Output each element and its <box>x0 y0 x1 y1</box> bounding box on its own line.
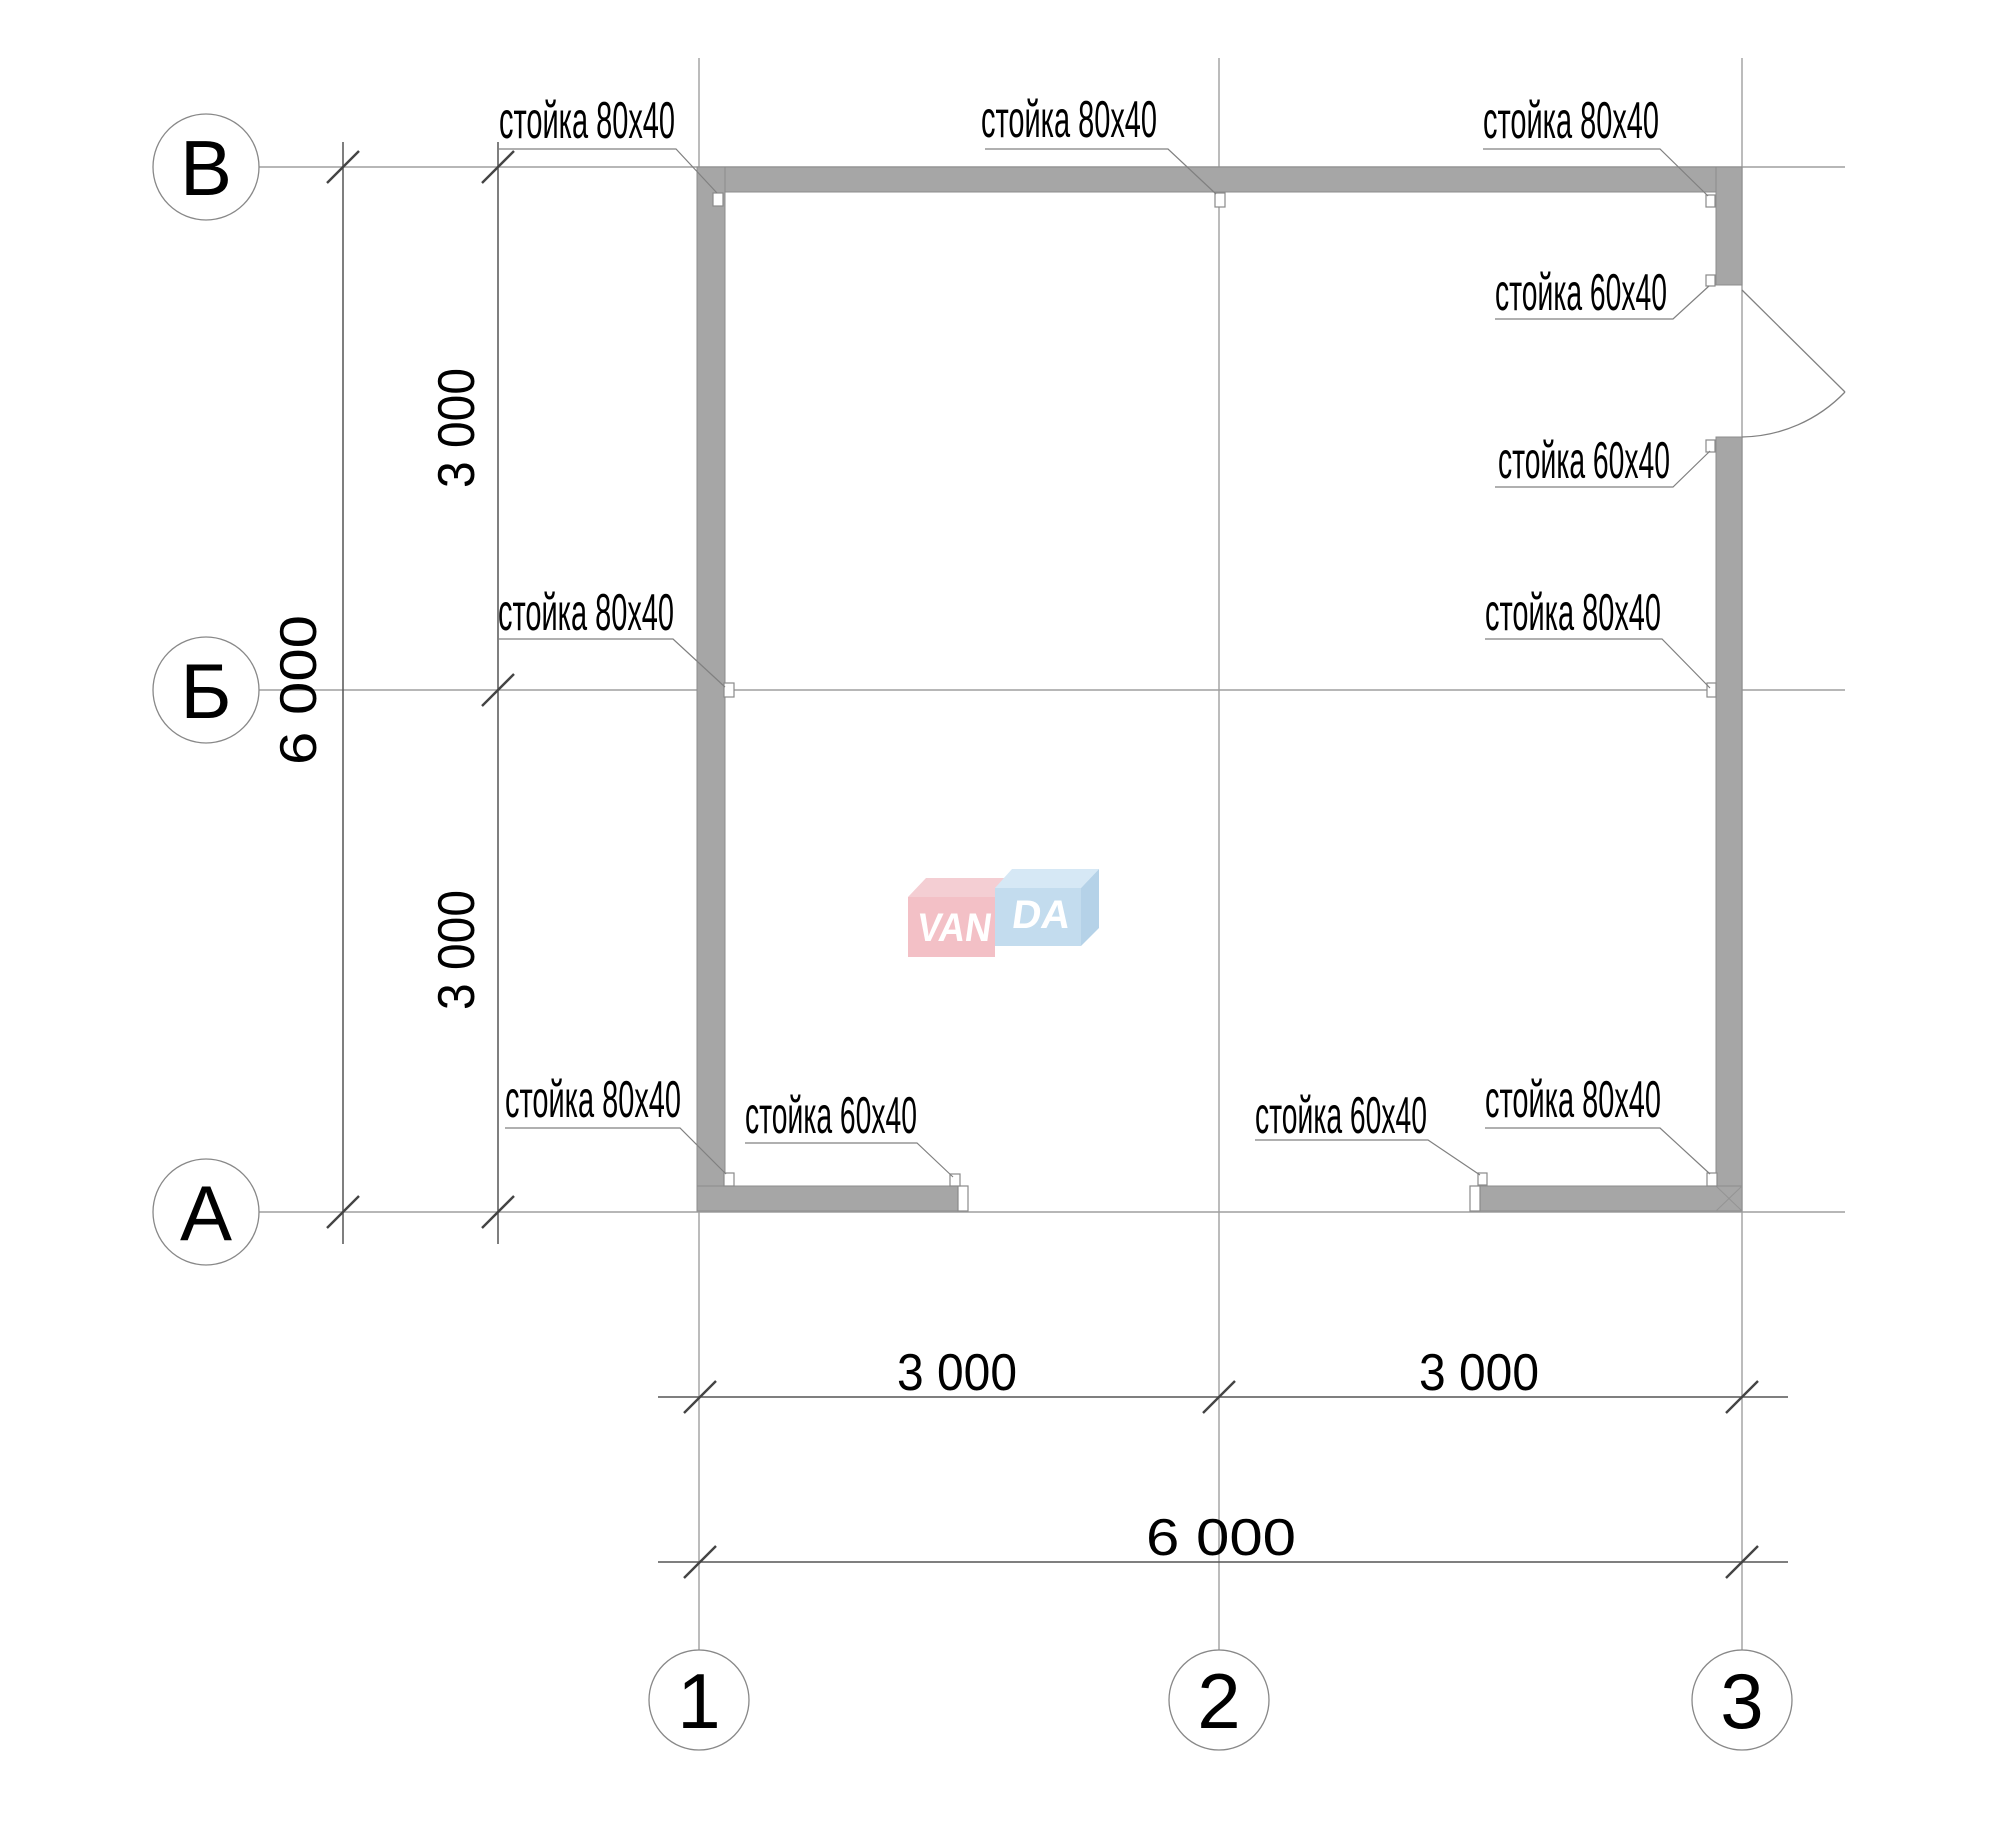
dim-text-bottom-span-2: 3 000 <box>1419 1344 1539 1402</box>
wall-bottom-left <box>696 1185 959 1212</box>
leader-top-center <box>985 148 1217 195</box>
leader-door-bottom <box>1495 450 1711 488</box>
door-symbol <box>1741 289 1846 438</box>
logo-text-van: VAN <box>914 905 994 950</box>
leader-bottom-opening-right <box>1255 1139 1481 1176</box>
stud-label: стойка 60х40 <box>745 1087 917 1145</box>
wall-left <box>696 166 726 1212</box>
stud-label: стойка 60х40 <box>1495 264 1667 322</box>
axis-label-col-2: 2 <box>1197 1657 1240 1745</box>
axis-bubble-col-3 <box>1691 1649 1793 1751</box>
stud-label: стойка 60х40 <box>1498 432 1670 490</box>
leader-bottom-corner-left <box>505 1127 727 1175</box>
door-leaf <box>1741 289 1846 393</box>
axis-label-row-v: В <box>180 124 232 212</box>
stud-top-grid3 <box>1705 194 1716 208</box>
stud-top-grid2 <box>1214 192 1226 208</box>
dim-text-left-span-2: 3 000 <box>428 890 486 1010</box>
logo-text-da: DA <box>1009 892 1073 937</box>
dimension-texts: 3 000 3 000 6 000 3 000 3 000 6 000 <box>270 368 1539 1567</box>
vanda-watermark: VAN DA <box>908 869 1099 957</box>
dimension-ticks <box>326 150 1759 1579</box>
stud-label: стойка 80х40 <box>505 1071 681 1129</box>
stud-strip-opening-left <box>957 1185 969 1212</box>
wall-corner-miters <box>1715 1185 1743 1212</box>
dim-text-bottom-total: 6 000 <box>1146 1509 1296 1567</box>
stud-label-texts: стойка 80х40 стойка 80х40 стойка 80х40 с… <box>498 91 1670 1145</box>
dim-text-left-total: 6 000 <box>270 615 328 765</box>
axis-bubble-row-v <box>152 113 260 221</box>
dimension-lines <box>342 142 1788 1563</box>
axis-bubble-col-2 <box>1168 1649 1270 1751</box>
stud-label: стойка 80х40 <box>499 92 675 150</box>
wall-bottom-right <box>1479 1185 1743 1212</box>
logo-pink-box <box>908 897 995 957</box>
logo-blue-side <box>1081 869 1099 946</box>
wall-top <box>696 166 1743 193</box>
stud-nub-opening-right <box>1477 1172 1488 1186</box>
wall-right-lower <box>1715 436 1743 1212</box>
leader-mid-right <box>1485 638 1711 689</box>
axis-label-col-3: 3 <box>1720 1657 1763 1745</box>
leader-mid-left <box>498 638 726 688</box>
leader-top-right <box>1483 148 1709 197</box>
stud-top-grid1 <box>712 192 724 207</box>
stud-nub-opening-left <box>949 1173 961 1187</box>
stud-strip-opening-right <box>1469 1185 1481 1212</box>
stud-label: стойка 80х40 <box>1485 584 1661 642</box>
leader-bottom-corner-right <box>1485 1127 1711 1175</box>
axis-bubbles <box>152 113 1793 1751</box>
logo-blue-box <box>995 888 1081 946</box>
dim-text-left-span-1: 3 000 <box>428 368 486 488</box>
stud-label: стойка 80х40 <box>1485 1071 1661 1129</box>
axis-bubble-col-1 <box>648 1649 750 1751</box>
leader-door-top <box>1495 285 1710 320</box>
leader-bottom-opening-left <box>745 1142 954 1178</box>
axis-label-row-a: А <box>180 1169 232 1257</box>
logo-blue-flap <box>995 869 1099 888</box>
stud-bottom-corner-right <box>1706 1172 1718 1187</box>
stud-markers <box>712 192 1718 1212</box>
door-swing-arc <box>1741 391 1846 438</box>
axis-bubble-row-a <box>152 1158 260 1266</box>
stud-door-top <box>1705 274 1716 287</box>
axis-bubble-row-b <box>152 636 260 744</box>
axis-bubble-texts: В Б А 1 2 3 <box>180 124 1764 1745</box>
axis-label-col-1: 1 <box>677 1657 720 1745</box>
walls <box>696 166 1743 1212</box>
wall-right-upper <box>1715 166 1743 286</box>
logo-pink-flap <box>908 878 1013 897</box>
stud-label: стойка 80х40 <box>1483 92 1659 150</box>
leader-top-left <box>499 148 718 194</box>
axis-label-row-b: Б <box>180 647 231 735</box>
stud-mid-right <box>1706 682 1717 698</box>
stud-label: стойка 80х40 <box>981 91 1157 149</box>
stud-mid-left <box>723 682 735 698</box>
stud-door-bottom <box>1705 439 1716 453</box>
leader-lines <box>498 148 1711 1178</box>
stud-label: стойка 60х40 <box>1255 1087 1427 1145</box>
dim-text-bottom-span-1: 3 000 <box>897 1344 1017 1402</box>
stud-bottom-corner-left <box>723 1172 735 1187</box>
stud-label: стойка 80х40 <box>498 584 674 642</box>
